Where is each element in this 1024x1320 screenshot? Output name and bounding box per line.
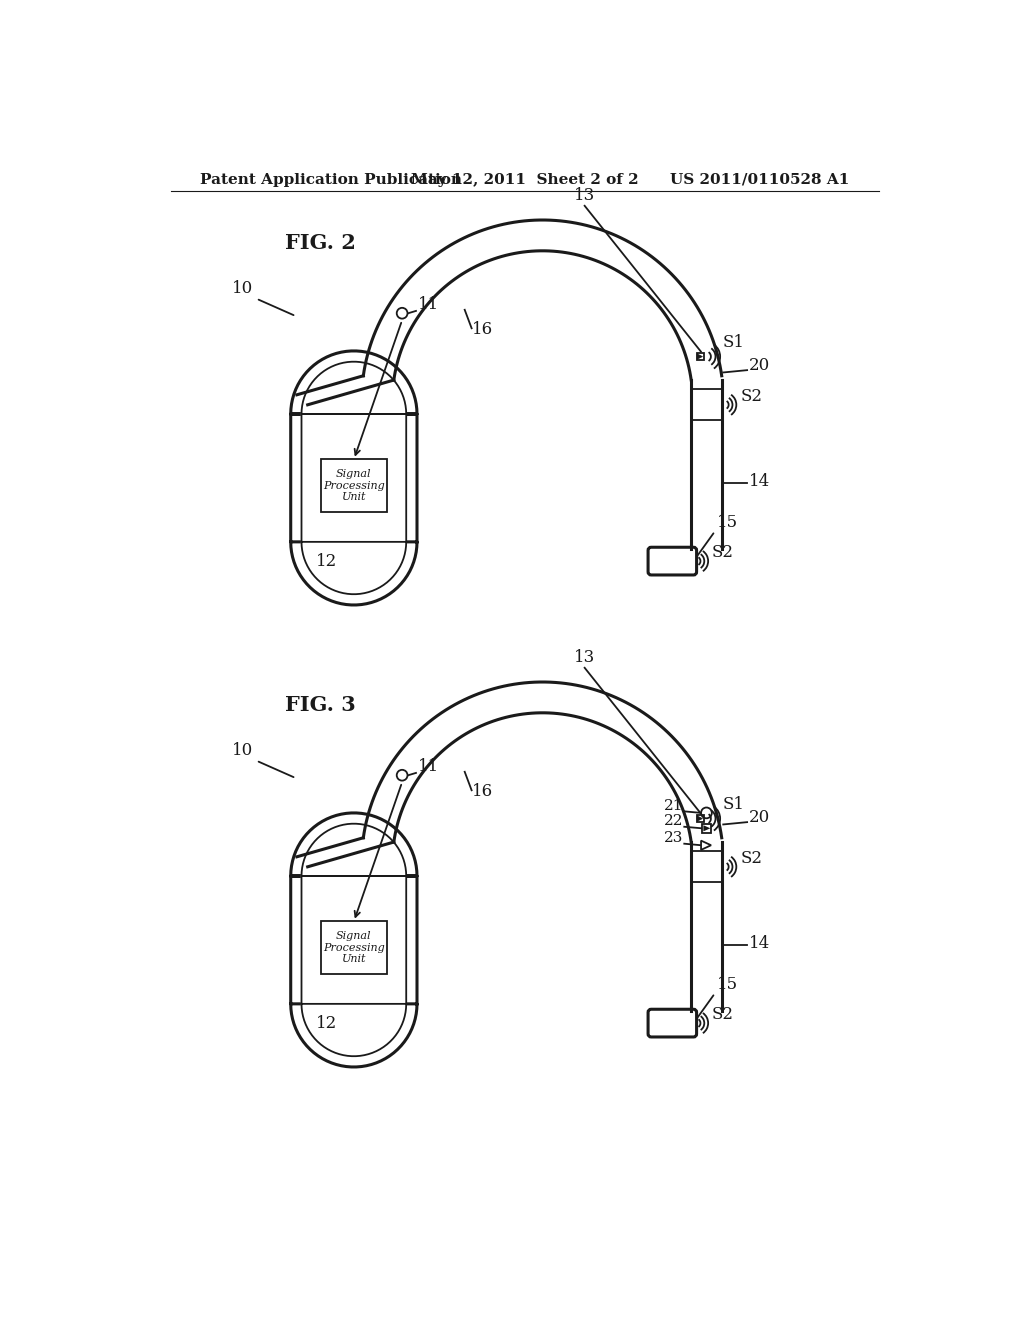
Text: S2: S2 (712, 1006, 734, 1023)
Bar (701, 824, 711, 833)
Polygon shape (697, 816, 702, 821)
Text: Signal: Signal (336, 469, 372, 479)
Text: 15: 15 (717, 977, 737, 993)
Text: S2: S2 (712, 544, 734, 561)
Polygon shape (301, 362, 407, 594)
Text: FIG. 3: FIG. 3 (285, 696, 355, 715)
Text: 21: 21 (664, 799, 683, 813)
Text: 20: 20 (749, 809, 770, 826)
Text: Processing: Processing (323, 942, 385, 953)
Text: Patent Application Publication: Patent Application Publication (200, 173, 462, 187)
Bar (697, 352, 703, 360)
Text: 16: 16 (472, 322, 494, 338)
FancyBboxPatch shape (648, 1010, 696, 1038)
Text: 12: 12 (316, 1015, 338, 1032)
Polygon shape (691, 1007, 722, 1012)
Text: S1: S1 (723, 796, 744, 813)
Text: 14: 14 (749, 935, 770, 952)
Text: 13: 13 (574, 186, 595, 203)
Text: S1: S1 (723, 334, 744, 351)
Text: 11: 11 (418, 297, 438, 313)
Polygon shape (364, 682, 722, 842)
Text: Processing: Processing (323, 480, 385, 491)
Text: 11: 11 (418, 759, 438, 775)
Polygon shape (291, 351, 417, 605)
Text: 12: 12 (316, 553, 338, 570)
Text: Unit: Unit (342, 954, 367, 964)
Text: 13: 13 (574, 648, 595, 665)
Text: S2: S2 (741, 850, 763, 867)
Text: 15: 15 (717, 515, 737, 531)
Text: US 2011/0110528 A1: US 2011/0110528 A1 (671, 173, 850, 187)
Text: 10: 10 (231, 742, 253, 759)
Text: May 12, 2011  Sheet 2 of 2: May 12, 2011 Sheet 2 of 2 (411, 173, 639, 187)
Text: Signal: Signal (336, 931, 372, 941)
Text: FIG. 2: FIG. 2 (285, 234, 355, 253)
Polygon shape (364, 220, 722, 380)
Text: 22: 22 (664, 814, 683, 828)
FancyBboxPatch shape (648, 548, 696, 576)
Polygon shape (301, 824, 407, 1056)
Text: 10: 10 (231, 280, 253, 297)
Text: S2: S2 (741, 388, 763, 405)
Bar (322, 459, 387, 512)
Text: Unit: Unit (342, 492, 367, 502)
Polygon shape (701, 841, 711, 850)
Text: 23: 23 (665, 832, 683, 845)
Text: 14: 14 (749, 473, 770, 490)
Polygon shape (691, 545, 722, 550)
Text: 16: 16 (472, 784, 494, 800)
Polygon shape (697, 354, 702, 359)
Bar (697, 814, 703, 822)
Text: 20: 20 (749, 358, 770, 374)
Bar (322, 921, 387, 974)
Polygon shape (703, 825, 711, 832)
Polygon shape (291, 813, 417, 1067)
